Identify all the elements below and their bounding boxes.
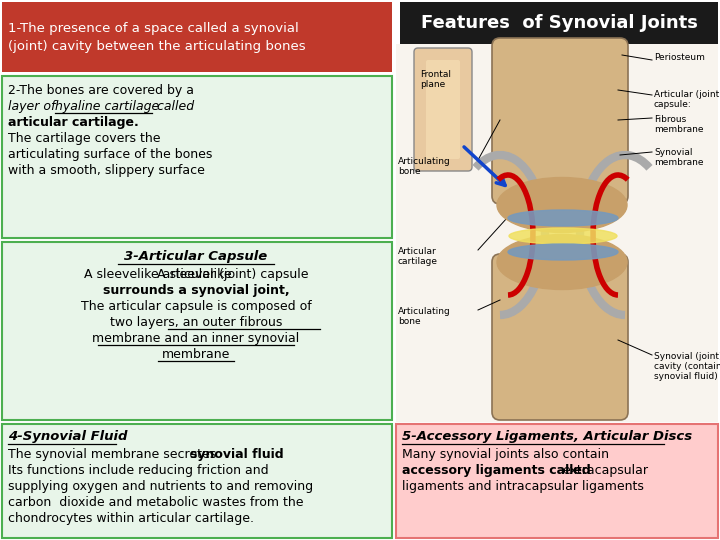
Text: Articulating: Articulating [398,157,451,166]
Text: called: called [153,100,194,113]
Text: surrounds a synovial joint,: surrounds a synovial joint, [103,284,289,297]
FancyBboxPatch shape [396,44,718,422]
Ellipse shape [497,234,627,289]
FancyBboxPatch shape [414,48,472,171]
Text: Synovial: Synovial [654,148,693,157]
Text: 4-Synovial Fluid: 4-Synovial Fluid [8,430,127,443]
Text: cavity (contains: cavity (contains [654,362,720,371]
FancyBboxPatch shape [2,424,392,538]
Text: extracapsular: extracapsular [562,464,648,477]
Text: Many synovial joints also contain: Many synovial joints also contain [402,448,609,461]
Text: bone: bone [398,317,420,326]
Text: articular cartilage.: articular cartilage. [8,116,139,129]
FancyBboxPatch shape [2,2,392,72]
Text: synovial fluid: synovial fluid [190,448,284,461]
Text: capsule:: capsule: [654,100,692,109]
FancyBboxPatch shape [426,60,460,159]
Text: A sleevelike articular (joint) capsule: A sleevelike articular (joint) capsule [84,268,308,281]
Text: Features  of Synovial Joints: Features of Synovial Joints [420,14,698,32]
Text: (joint) cavity between the articulating bones: (joint) cavity between the articulating … [8,40,305,53]
Ellipse shape [509,228,617,244]
FancyBboxPatch shape [492,254,628,420]
Text: Periosteum: Periosteum [654,52,705,62]
Text: Articular: Articular [398,247,437,256]
FancyBboxPatch shape [492,38,628,204]
Text: membrane: membrane [162,348,230,361]
Text: membrane: membrane [654,125,703,134]
Text: plane: plane [420,80,445,89]
Text: Its functions include reducing friction and: Its functions include reducing friction … [8,464,269,477]
Text: 3-Articular Capsule: 3-Articular Capsule [125,250,268,263]
Text: layer of: layer of [8,100,59,113]
Text: Frontal: Frontal [420,70,451,79]
Text: The articular capsule is composed of: The articular capsule is composed of [81,300,311,313]
Text: cartilage: cartilage [398,257,438,266]
FancyBboxPatch shape [400,2,718,44]
Text: bone: bone [398,167,420,176]
Text: The cartilage covers the: The cartilage covers the [8,132,161,145]
Text: accessory ligaments called: accessory ligaments called [402,464,595,477]
Text: ligaments and intracapsular ligaments: ligaments and intracapsular ligaments [402,480,644,493]
Text: membrane and an inner synovial: membrane and an inner synovial [92,332,300,345]
Text: 1-The presence of a space called a synovial: 1-The presence of a space called a synov… [8,22,299,35]
Ellipse shape [508,210,618,226]
Text: chondrocytes within articular cartilage.: chondrocytes within articular cartilage. [8,512,254,525]
FancyBboxPatch shape [396,424,718,538]
Text: articulating surface of the bones: articulating surface of the bones [8,148,212,161]
FancyBboxPatch shape [2,76,392,238]
Text: 5-Accessory Ligaments, Articular Discs: 5-Accessory Ligaments, Articular Discs [402,430,692,443]
Text: 2-The bones are covered by a: 2-The bones are covered by a [8,84,194,97]
Text: two layers, an outer fibrous: two layers, an outer fibrous [110,316,282,329]
Text: carbon  dioxide and metabolic wastes from the: carbon dioxide and metabolic wastes from… [8,496,304,509]
Ellipse shape [508,244,618,260]
Text: A sleevelike: A sleevelike [157,268,235,281]
Ellipse shape [497,178,627,233]
Text: Articular (joint): Articular (joint) [654,90,720,99]
Text: synovial fluid): synovial fluid) [654,372,718,381]
Text: supplying oxygen and nutrients to and removing: supplying oxygen and nutrients to and re… [8,480,313,493]
Text: Fibrous: Fibrous [654,115,686,124]
Text: Synovial (joint): Synovial (joint) [654,352,720,361]
Text: Articulating: Articulating [398,307,451,316]
FancyBboxPatch shape [2,242,392,420]
Text: with a smooth, slippery surface: with a smooth, slippery surface [8,164,205,177]
Text: membrane: membrane [654,158,703,167]
Text: hyaline cartilage: hyaline cartilage [55,100,159,113]
Text: The synovial membrane secretes: The synovial membrane secretes [8,448,220,461]
